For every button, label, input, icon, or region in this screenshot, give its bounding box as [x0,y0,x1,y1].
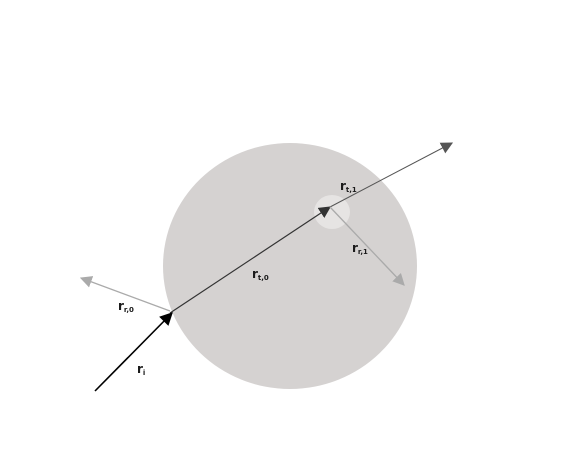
label-reflected-0: rr,0 [118,299,134,314]
incident-ray [94,312,173,392]
reflected-ray-0 [79,276,171,312]
sphere-highlight [314,195,350,229]
transmitted-ray-0 [169,206,332,314]
label-incident: ri [137,362,145,377]
reflected-ray-1 [329,206,405,286]
label-reflected-1: rr,1 [352,241,368,256]
sphere [163,143,417,389]
transmitted-ray-1 [329,142,454,208]
label-transmitted-0: rt,0 [252,267,269,282]
label-transmitted-1: rt,1 [340,179,357,194]
